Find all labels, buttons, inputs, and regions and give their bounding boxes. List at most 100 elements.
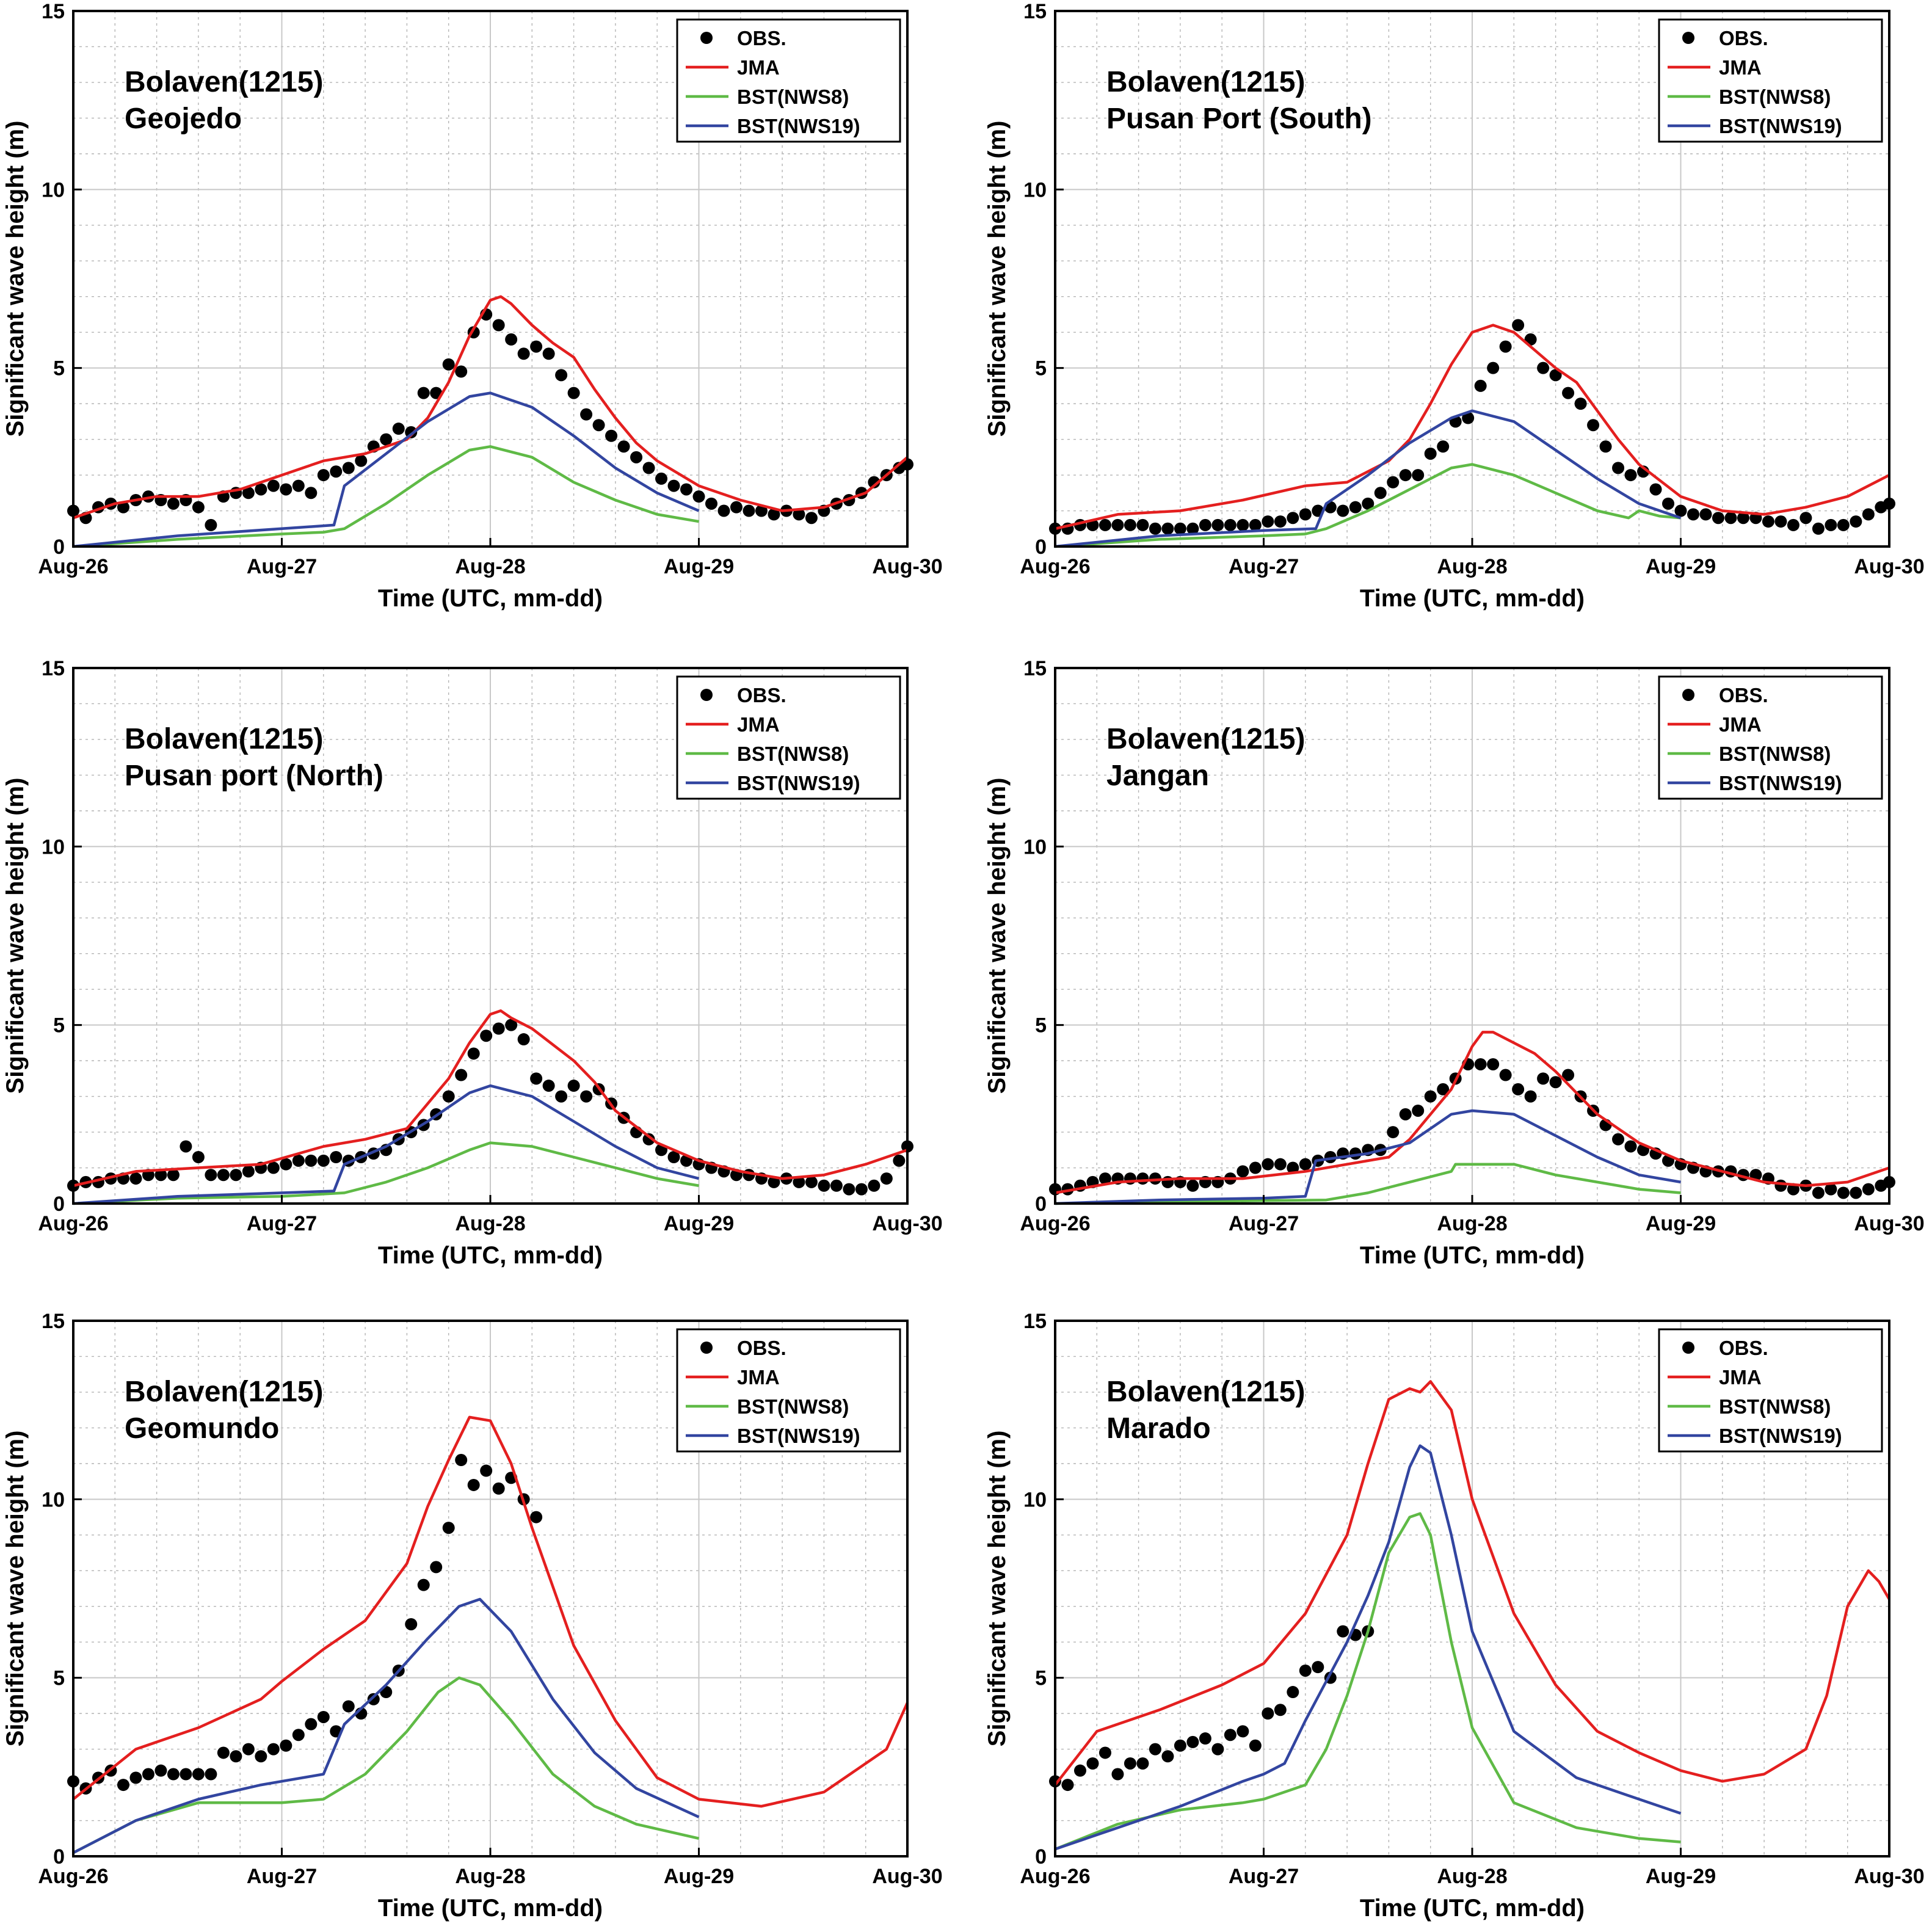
data-point-obs [330,465,343,478]
data-point-obs [580,1090,593,1103]
data-point-obs [230,1169,242,1182]
data-point-obs [330,1150,343,1163]
x-axis-label: Time (UTC, mm-dd) [378,1895,603,1922]
data-point-obs [830,1179,843,1192]
data-point-obs [1612,1133,1625,1146]
typhoon-name-label: Bolaven(1215) [125,723,323,755]
data-point-obs [129,1172,142,1185]
x-tick-label: Aug-30 [872,1865,942,1888]
data-point-obs [1186,1735,1199,1748]
x-tick-label: Aug-28 [455,555,525,578]
legend-label-jma: JMA [1719,1366,1762,1389]
legend: OBS. JMA BST(NWS8) BST(NWS19) [1658,18,1883,143]
data-point-obs [1224,1729,1237,1741]
legend-marker-obs [1682,1342,1694,1354]
data-point-obs [667,479,680,492]
data-point-obs [717,504,730,517]
data-point-obs [180,1768,192,1781]
series-line-jma [73,295,909,520]
chart-panel-3: Aug-26 Aug-27 Aug-28 Aug-29 Aug-30 0 5 10 15 Time… [2,657,943,1269]
data-point-obs [1287,1161,1299,1174]
typhoon-name-label: Bolaven(1215) [125,1376,323,1408]
station-name-label: Geojedo [125,103,242,135]
data-point-obs [755,504,768,517]
y-tick-label: 0 [1035,1845,1047,1868]
data-point-obs [1111,518,1124,531]
data-point-obs [1262,515,1274,528]
legend: OBS. JMA BST(NWS8) BST(NWS19) [676,18,901,143]
series-line-nws19 [1055,409,1682,548]
series-line-nws8 [72,1676,700,1854]
legend-box [1658,1328,1883,1453]
data-point-obs [317,1154,330,1167]
data-point-obs [1812,1186,1825,1199]
data-point-obs [355,454,368,467]
series-line-jma [1054,1380,1890,1786]
data-point-obs [505,1019,518,1031]
data-point-obs [1562,387,1575,399]
x-tick-label: Aug-26 [1020,1865,1090,1888]
data-point-obs [305,1718,318,1730]
data-point-obs [1437,1083,1450,1095]
data-point-obs [317,1710,330,1723]
x-tick-label: Aug-30 [1854,1865,1924,1888]
data-point-obs [1812,522,1825,535]
data-point-obs [1174,1739,1186,1752]
data-point-obs [455,365,468,378]
legend-label-nws19: BST(NWS19) [1719,115,1842,137]
y-tick-label: 10 [1023,1488,1047,1511]
data-point-obs [1174,522,1186,535]
data-point-obs [1224,518,1237,531]
legend-marker-obs [700,689,713,701]
station-name-label: Marado [1106,1412,1211,1445]
data-point-obs [430,1561,443,1574]
data-point-obs [1211,1743,1224,1756]
data-point-obs [1762,515,1774,528]
data-point-obs [1462,412,1475,424]
data-point-obs [1149,1743,1161,1756]
data-point-obs [1512,1083,1525,1095]
legend: OBS. JMA BST(NWS8) BST(NWS19) [676,1328,901,1453]
legend-label-jma: JMA [1719,56,1762,79]
data-point-obs [1337,1625,1349,1638]
data-point-obs [455,1069,468,1081]
data-point-obs [480,1464,493,1477]
y-tick-label: 15 [42,0,65,23]
data-point-obs [154,1764,167,1777]
y-tick-label: 10 [42,835,65,859]
data-point-obs [1086,1757,1099,1770]
legend-label-jma: JMA [737,713,780,736]
legend-box [1658,675,1883,800]
data-point-obs [1825,1183,1837,1196]
data-point-obs [1825,518,1837,531]
y-tick-label: 0 [1035,1193,1047,1216]
data-point-obs [1687,508,1699,521]
data-point-obs [1299,1664,1312,1677]
data-point-obs [1186,1179,1199,1192]
series-line-nws8 [1055,1512,1681,1851]
x-tick-label: Aug-26 [1020,1212,1090,1235]
data-point-obs [868,1179,881,1192]
data-point-obs [467,1047,480,1060]
data-point-obs [1149,522,1161,535]
data-point-obs [1712,512,1724,525]
data-point-obs [1674,504,1687,517]
data-point-obs [617,440,630,453]
legend-label-obs: OBS. [737,684,786,706]
y-tick-label: 0 [53,1845,65,1868]
data-point-obs [267,1743,280,1756]
x-tick-label: Aug-29 [1646,1865,1716,1888]
y-axis-label: Significant wave height (m) [2,121,29,437]
data-point-obs [442,358,455,371]
data-point-obs [1111,1768,1124,1781]
x-tick-label: Aug-28 [455,1865,525,1888]
data-point-obs [1662,497,1675,510]
y-tick-label: 10 [1023,178,1047,202]
typhoon-name-label: Bolaven(1215) [1106,1376,1305,1408]
data-point-obs [893,1154,906,1167]
legend: OBS. JMA BST(NWS8) BST(NWS19) [1658,675,1883,800]
data-point-obs [442,1522,455,1534]
x-tick-label: Aug-29 [664,1865,734,1888]
data-point-obs [1499,1069,1512,1081]
x-axis-label: Time (UTC, mm-dd) [1360,585,1585,612]
